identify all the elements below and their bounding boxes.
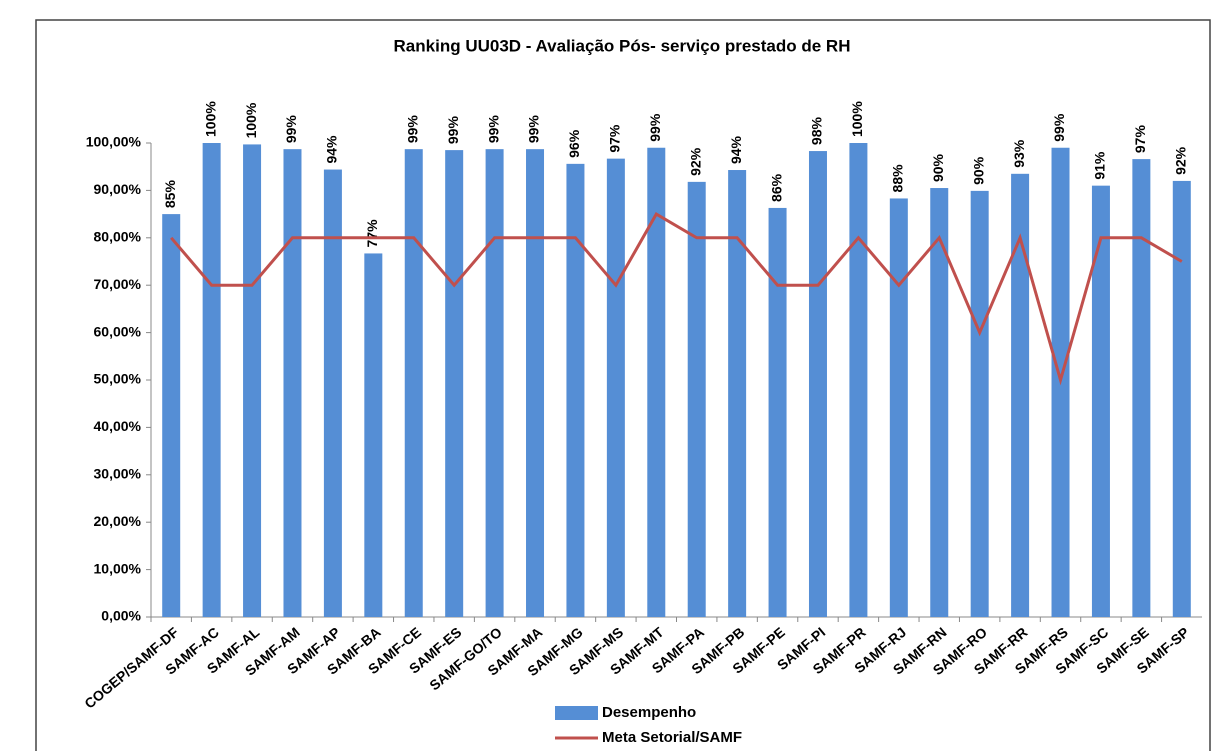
bar: [687, 181, 706, 618]
bar: [404, 149, 423, 618]
bar: [243, 144, 262, 617]
data-label: 88%: [890, 164, 906, 193]
y-tick-label: 70,00%: [94, 276, 142, 292]
bar: [566, 163, 585, 617]
bar: [1132, 159, 1151, 617]
y-tick-label: 80,00%: [94, 229, 142, 245]
bar: [445, 150, 464, 618]
bar: [283, 149, 302, 618]
data-label: 100%: [202, 101, 218, 137]
y-tick-label: 40,00%: [94, 418, 142, 434]
data-label: 97%: [1132, 125, 1148, 154]
data-label: 99%: [485, 115, 501, 144]
bar: [162, 214, 181, 617]
bar: [768, 207, 787, 618]
data-label: 85%: [162, 180, 178, 209]
y-tick-label: 30,00%: [94, 466, 142, 482]
bar: [202, 143, 221, 617]
chart-title: Ranking UU03D - Avaliação Pós- serviço p…: [394, 36, 851, 55]
data-label: 92%: [1172, 146, 1188, 175]
data-label: 94%: [324, 135, 340, 164]
data-label: 91%: [1092, 151, 1108, 180]
bar: [606, 158, 625, 617]
bar: [647, 147, 666, 618]
data-label: 90%: [970, 156, 986, 185]
data-label: 86%: [768, 173, 784, 202]
chart-frame: [35, 19, 1211, 751]
y-tick-label: 60,00%: [94, 323, 142, 339]
legend-label: Meta Setorial/SAMF: [602, 729, 742, 746]
y-tick-label: 90,00%: [94, 181, 142, 197]
data-label: 77%: [364, 219, 380, 248]
data-label: 94%: [728, 135, 744, 164]
data-label: 99%: [1051, 113, 1067, 142]
bar: [526, 149, 545, 618]
data-label: 92%: [687, 147, 703, 176]
bar: [485, 149, 504, 618]
data-label: 99%: [283, 115, 299, 144]
y-tick-label: 0,00%: [101, 608, 141, 624]
bar: [930, 188, 949, 617]
bar: [323, 169, 342, 617]
data-label: 90%: [930, 153, 946, 182]
data-label: 98%: [809, 116, 825, 145]
data-label: 100%: [849, 101, 865, 137]
bar: [1091, 185, 1110, 617]
data-label: 99%: [445, 116, 461, 145]
y-tick-label: 20,00%: [94, 513, 142, 529]
y-tick-label: 100,00%: [86, 134, 142, 150]
legend-label: Desempenho: [602, 704, 696, 721]
data-label: 96%: [566, 129, 582, 158]
data-label: 99%: [526, 115, 542, 144]
bar: [849, 143, 868, 617]
bar: [889, 198, 908, 617]
data-label: 99%: [647, 113, 663, 142]
bar: [1011, 173, 1030, 617]
data-label: 93%: [1011, 139, 1027, 168]
data-label: 100%: [243, 102, 259, 138]
y-tick-label: 50,00%: [94, 371, 142, 387]
bar: [970, 190, 989, 617]
y-tick-label: 10,00%: [94, 560, 142, 576]
bar: [808, 151, 827, 618]
bar: [728, 170, 747, 617]
legend-swatch: [555, 706, 598, 720]
bar: [1172, 180, 1191, 618]
bar: [364, 253, 383, 617]
data-label: 99%: [404, 115, 420, 144]
line: [170, 212, 1183, 386]
data-label: 97%: [607, 124, 623, 153]
